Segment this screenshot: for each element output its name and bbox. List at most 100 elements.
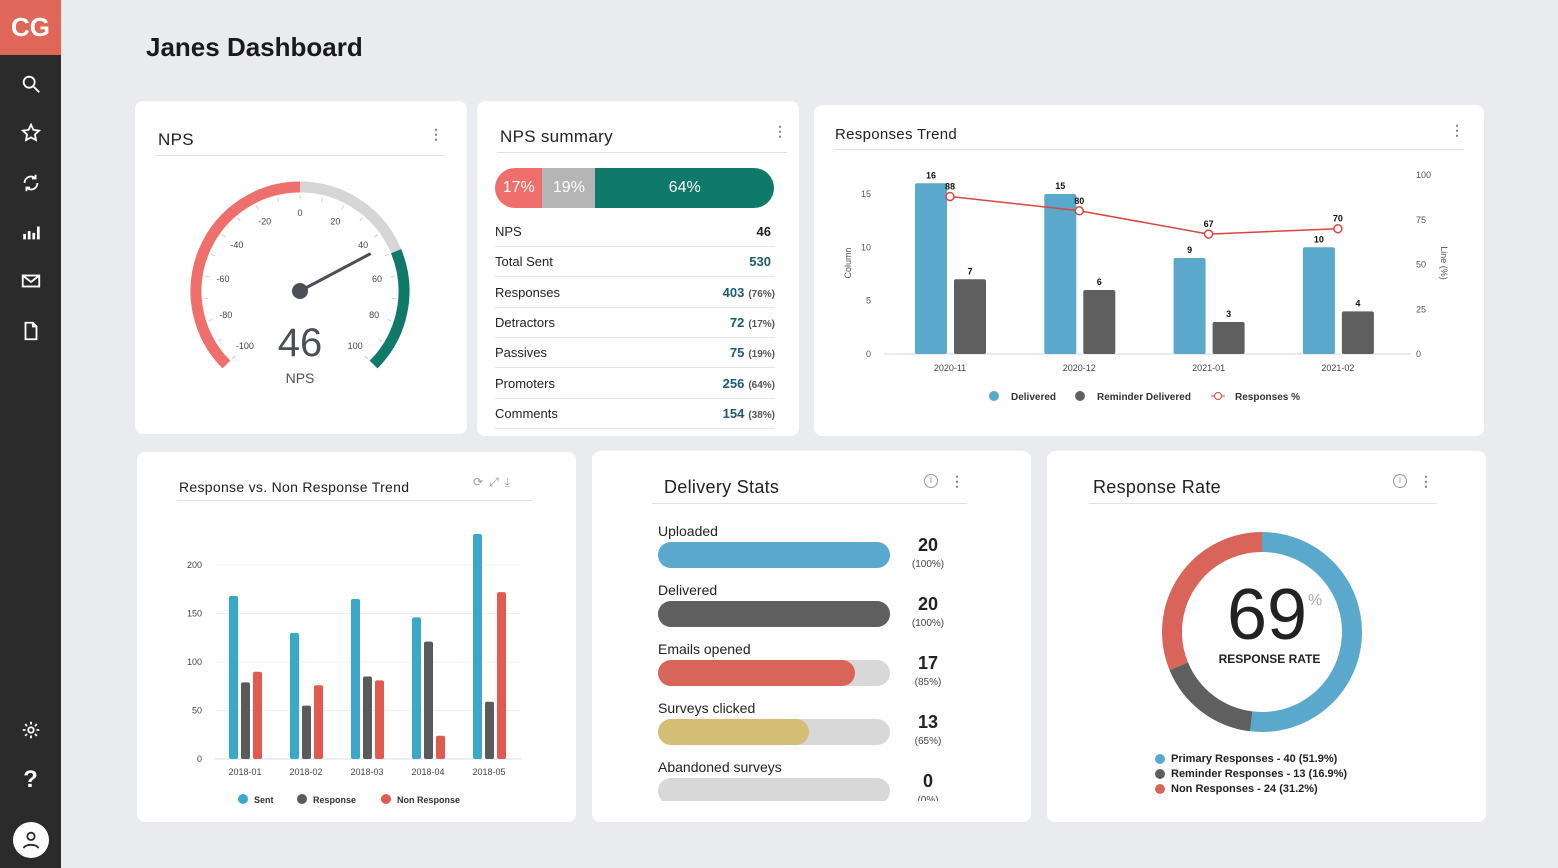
bar-sent: [229, 596, 238, 759]
donut-slice: [1169, 662, 1253, 732]
card-title: NPS: [158, 130, 194, 149]
summary-row: Detractors 72 (17%): [495, 308, 775, 338]
gauge-tick: [277, 197, 280, 202]
row-label: NPS: [495, 224, 522, 239]
delivery-stat: Surveys clicked 13 (65%): [658, 700, 958, 747]
star-icon[interactable]: [0, 115, 61, 151]
row-value: 530: [749, 254, 771, 270]
nps-summary-card: NPS summary ⋮ 17% 19% 64% NPS 46 Total Sent 5…: [477, 101, 799, 436]
x-tick-label: 2018-04: [411, 767, 444, 777]
download-icon[interactable]: ⤓: [504, 475, 510, 489]
summary-row: Promoters 256 (64%): [495, 369, 775, 399]
x-tick-label: 2018-02: [289, 767, 322, 777]
gauge-tick-label: -80: [219, 310, 232, 320]
more-menu-icon[interactable]: ⋮: [429, 126, 443, 142]
mail-icon[interactable]: [0, 263, 61, 299]
bar-non-response: [375, 680, 384, 759]
legend-marker: [1155, 754, 1165, 764]
gauge-tick: [374, 234, 378, 238]
gauge-tick: [364, 355, 369, 360]
more-menu-icon[interactable]: ⋮: [773, 123, 787, 139]
gauge-tick: [341, 205, 345, 210]
nps-gauge: -100 -80 -60 -40 -20 0 20 40 60 80 100: [190, 181, 410, 369]
response-rate-unit: %: [1308, 592, 1323, 609]
bar-reminder-delivered: [1083, 289, 1116, 354]
stat-progress-fill: [658, 601, 890, 627]
bar-delivered: [1302, 247, 1335, 354]
bar-non-response: [253, 671, 262, 759]
gauge-tick-label: 40: [358, 240, 368, 250]
expand-icon[interactable]: ⤢: [489, 475, 499, 489]
user-icon[interactable]: [0, 822, 61, 858]
data-label: 7: [967, 266, 972, 276]
y2-tick-label: 25: [1416, 304, 1426, 314]
legend-marker: [1155, 784, 1165, 794]
gear-icon[interactable]: [0, 712, 61, 748]
more-menu-icon[interactable]: ⋮: [1450, 122, 1464, 138]
info-icon[interactable]: i: [1393, 474, 1407, 488]
bar-response: [241, 682, 250, 759]
gauge-tick: [217, 338, 222, 342]
response-rate-label: RESPONSE RATE: [1218, 652, 1321, 666]
line-point: [1203, 229, 1214, 239]
refresh-icon[interactable]: [0, 165, 61, 201]
bar-non-response: [436, 735, 445, 759]
document-icon[interactable]: [0, 313, 61, 349]
gauge-tick: [222, 234, 226, 238]
legend-label: Non Responses - 24 (31.2%): [1171, 783, 1318, 795]
response-rate-card: Response Rate i ⋮ 69 % RESPONSE RATE Pri…: [1047, 451, 1486, 822]
more-menu-icon[interactable]: ⋮: [950, 473, 964, 489]
row-pct: (64%): [748, 379, 775, 391]
gauge-tick: [320, 197, 323, 202]
stat-value: 20: [917, 535, 939, 555]
gauge-tick: [359, 217, 363, 222]
y-tick-label: 0: [866, 349, 871, 359]
y-tick-label: 150: [187, 609, 202, 619]
row-label: Passives: [495, 345, 548, 361]
legend-marker: [1214, 392, 1222, 400]
stat-value: 20: [917, 594, 939, 614]
search-icon[interactable]: [0, 66, 61, 102]
y2-tick-label: 75: [1416, 215, 1426, 225]
stat-value: 0: [922, 771, 933, 791]
refresh-icon[interactable]: ⟳: [473, 475, 484, 489]
x-tick-label: 2018-01: [228, 767, 261, 777]
bar-non-response: [314, 685, 323, 759]
data-label: 70: [1333, 214, 1343, 224]
gauge-tick: [237, 217, 241, 222]
line-point: [1074, 206, 1085, 216]
card-title: Response Rate: [1093, 477, 1221, 497]
row-value: 154: [722, 405, 745, 421]
data-label: 16: [926, 170, 936, 180]
bar-delivered: [1173, 257, 1206, 354]
bar-response: [363, 676, 372, 759]
gauge-tick-label: -60: [216, 274, 229, 284]
divider: [155, 155, 445, 156]
delivery-stat: Uploaded 20 (100%): [658, 523, 958, 570]
y2-tick-label: 50: [1416, 260, 1426, 270]
nps-label: NPS: [285, 370, 315, 386]
row-label: Promoters: [495, 375, 555, 391]
gauge-band: [299, 181, 402, 254]
stat-label: Emails opened: [658, 641, 751, 657]
data-label: 9: [1187, 245, 1192, 255]
divider: [1089, 503, 1437, 504]
help-icon[interactable]: ?: [23, 766, 38, 793]
data-label: 88: [945, 181, 955, 191]
data-label: 15: [1055, 181, 1065, 191]
logo[interactable]: CG: [0, 0, 61, 55]
legend-marker: [238, 794, 248, 804]
y-tick-label: 15: [861, 189, 871, 199]
summary-row: Responses 403 (76%): [495, 278, 775, 308]
x-tick-label: 2021-01: [1192, 363, 1225, 373]
stat-value: 17: [917, 653, 939, 673]
more-menu-icon[interactable]: ⋮: [1419, 473, 1433, 489]
stat-progress-bar: [658, 719, 890, 745]
response-vs-non-response-chart: 0 50 100 150 200 2018-01 2018-02 2018-03 2018-04…: [187, 533, 521, 805]
bar-chart-icon[interactable]: [0, 214, 61, 250]
stat-progress-fill: [658, 542, 890, 568]
x-tick-label: 2021-02: [1321, 363, 1354, 373]
gauge-tick: [205, 275, 210, 278]
info-icon[interactable]: i: [924, 474, 938, 488]
bar-sent: [290, 632, 299, 759]
